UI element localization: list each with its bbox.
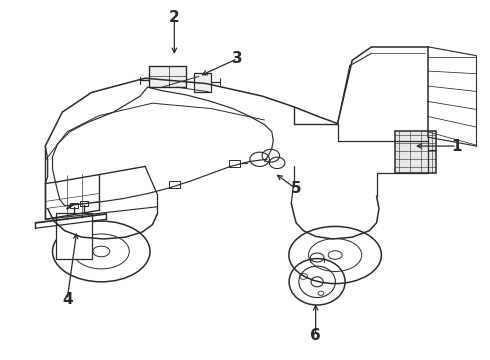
FancyBboxPatch shape	[80, 201, 88, 206]
Text: 4: 4	[62, 292, 73, 307]
FancyBboxPatch shape	[170, 181, 180, 188]
FancyBboxPatch shape	[56, 213, 92, 258]
Text: 2: 2	[169, 10, 180, 25]
FancyBboxPatch shape	[394, 131, 437, 173]
FancyBboxPatch shape	[194, 73, 211, 92]
Text: 6: 6	[310, 328, 321, 343]
FancyBboxPatch shape	[70, 203, 78, 208]
Text: 5: 5	[291, 181, 301, 197]
Text: 1: 1	[452, 139, 462, 154]
Text: 3: 3	[232, 51, 243, 66]
FancyBboxPatch shape	[148, 66, 186, 87]
FancyBboxPatch shape	[229, 160, 240, 167]
